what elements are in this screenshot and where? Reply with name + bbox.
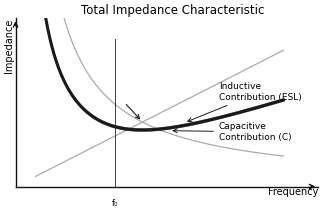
- X-axis label: Frequency: Frequency: [268, 187, 318, 197]
- Title: Total Impedance Characteristic: Total Impedance Characteristic: [81, 4, 265, 17]
- Text: Capacitive
Contribution (C): Capacitive Contribution (C): [173, 122, 292, 142]
- Text: Inductive
Contribution (ESL): Inductive Contribution (ESL): [188, 82, 302, 122]
- Y-axis label: Impedance: Impedance: [4, 18, 14, 73]
- Text: f₀: f₀: [111, 199, 118, 208]
